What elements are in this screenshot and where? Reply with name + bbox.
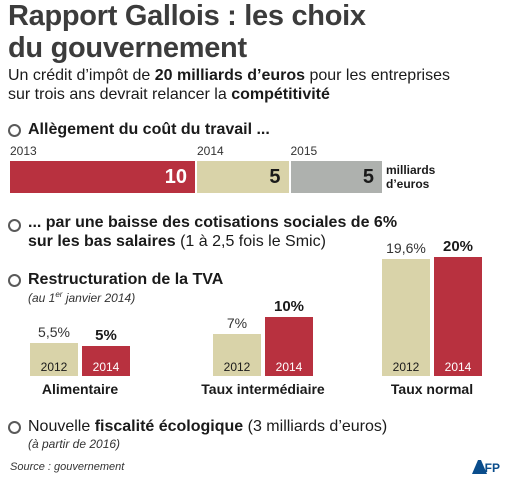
- year-label-2013: 2013: [10, 144, 37, 158]
- bullet-circle-icon: [8, 219, 21, 232]
- section-cotisations: ... par une baisse des cotisations socia…: [28, 213, 397, 251]
- unit-line-2: d’euros: [386, 177, 430, 191]
- title-line-2: du gouvernement: [8, 32, 247, 64]
- data-label-2014-0: 5%: [95, 327, 117, 345]
- bar-year-2014-2: 2014: [444, 360, 472, 374]
- data-label-2012-2: 19,6%: [386, 240, 426, 257]
- bar-2012-2: [382, 259, 430, 376]
- section-cost-title: Allègement du coût du travail ...: [28, 121, 270, 138]
- bullet-circle-icon: [8, 124, 21, 137]
- unit-label: milliards d’euros: [386, 163, 435, 191]
- bar-value-2013: 10: [164, 166, 187, 188]
- section-ecologie-note: (à partir de 2016): [28, 437, 121, 451]
- section-tva-note: (au 1er janvier 2014): [28, 290, 136, 305]
- source-note: Source : gouvernement: [10, 461, 125, 473]
- bar-year-2012-1: 2012: [223, 360, 251, 374]
- section-tva-title: Restructuration de la TVA: [28, 271, 224, 288]
- bar-2012-0: [30, 343, 78, 376]
- subtitle-line-1: Un crédit d’impôt de 20 milliards d’euro…: [8, 67, 450, 84]
- bar-segment-2015: [290, 161, 382, 193]
- bar-segment-2013: [10, 161, 195, 193]
- bullet-circle-icon: [8, 421, 21, 434]
- title-line-1: Rapport Gallois : les choix: [8, 0, 366, 32]
- year-label-2015: 2015: [290, 144, 318, 158]
- data-label-2014-2: 20%: [442, 238, 474, 255]
- bar-2014-0: [82, 346, 130, 376]
- category-label-2: Taux normal: [390, 381, 474, 397]
- bullet-circle-icon: [8, 274, 21, 287]
- unit-line-1: milliards: [386, 163, 436, 177]
- subtitle-line-2: sur trois ans devrait relancer la compét…: [8, 86, 330, 103]
- bar-year-2012-2: 2012: [392, 360, 420, 374]
- data-label-2014-1: 10%: [273, 297, 305, 315]
- bar-year-2012-0: 2012: [40, 360, 68, 374]
- bar-year-2014-0: 2014: [92, 360, 120, 374]
- bar-2014-1: [265, 316, 313, 376]
- afp-logo: AFP: [472, 460, 500, 475]
- section-cotisations-line-2: sur les bas salaires (1 à 2,5 fois le Sm…: [28, 233, 326, 250]
- category-label-1: Taux intermédiaire: [201, 381, 325, 397]
- bar-2014-2: [434, 257, 482, 376]
- section-ecologie: Nouvelle fiscalité écologique (3 milliar…: [28, 418, 388, 435]
- year-label-2014: 2014: [197, 144, 224, 158]
- bar-year-2014-1: 2014: [275, 360, 303, 374]
- data-label-2012-0: 5,5%: [38, 324, 70, 341]
- subtitle: Un crédit d’impôt de 20 milliards d’euro…: [8, 66, 450, 104]
- data-label-2012-1: 7%: [226, 315, 248, 332]
- bar-value-2014: 5: [269, 166, 281, 188]
- page-title: Rapport Gallois : les choix du gouvernem…: [8, 0, 366, 64]
- category-label-0: Alimentaire: [41, 381, 119, 397]
- bar-2012-1: [213, 334, 261, 376]
- section-cotisations-line-1: ... par une baisse des cotisations socia…: [28, 214, 398, 231]
- afp-logo-text: AFP: [476, 461, 500, 475]
- bar-value-2015: 5: [362, 166, 374, 188]
- bar-segment-2014: [197, 161, 289, 193]
